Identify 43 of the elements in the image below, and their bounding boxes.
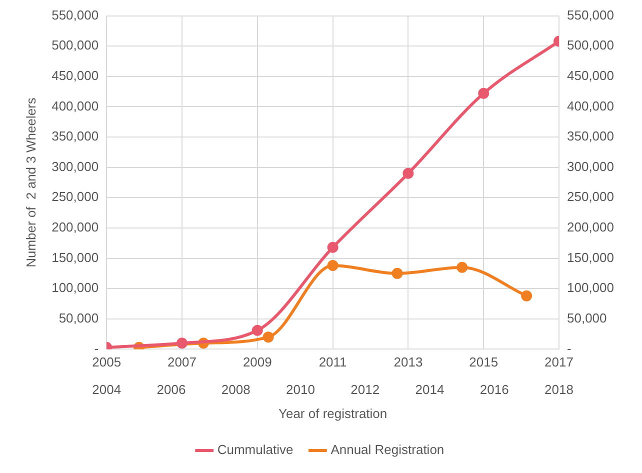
y-tick-label: - (94, 340, 99, 356)
y-tick-label: 450,000 (52, 68, 99, 83)
legend-label: Annual Registration (330, 442, 444, 458)
x2-tick-label: 2016 (480, 382, 509, 398)
y2-tick-label: 300,000 (567, 158, 614, 174)
y2-tick-label: 500,000 (567, 38, 614, 53)
x-tick-label: 2005 (92, 354, 122, 370)
y-tick-label: 300,000 (52, 158, 99, 174)
x2-tick-label: 2012 (350, 382, 380, 398)
y-tick-label: 500,000 (52, 38, 99, 53)
y2-tick-label: 400,000 (567, 98, 614, 114)
y2-tick-label: 450,000 (567, 68, 614, 83)
y2-tick-label: 250,000 (567, 189, 614, 204)
legend-label: Cummulative (217, 442, 294, 458)
x-tick-label: 2011 (318, 354, 347, 370)
x-tick-label: 2015 (469, 354, 498, 370)
x2-tick-label: 2014 (415, 382, 444, 398)
y-tick-label: 350,000 (52, 128, 99, 144)
x-tick-label: 2013 (394, 354, 423, 370)
x2-tick-label: 2018 (544, 382, 574, 398)
y2-tick-label: 100,000 (567, 280, 614, 296)
y-tick-label: 200,000 (52, 220, 99, 235)
y-tick-label: 150,000 (52, 250, 99, 265)
x2-tick-label: 2008 (221, 382, 250, 398)
y2-tick-label: - (567, 340, 572, 356)
y2-tick-label: 200,000 (567, 220, 614, 235)
x-tick-label: 2007 (168, 354, 196, 370)
y2-tick-label: 50,000 (567, 310, 607, 326)
y2-tick-label: 350,000 (567, 128, 614, 144)
x-tick-label: 2009 (242, 354, 272, 370)
x-axis-title: Year of registration (278, 406, 388, 421)
y-tick-label: 400,000 (52, 98, 99, 114)
y2-tick-label: 550,000 (567, 7, 614, 22)
y2-tick-label: 150,000 (567, 250, 614, 265)
y-tick-label: 50,000 (58, 310, 99, 326)
y-tick-label: 100,000 (52, 280, 99, 296)
y-tick-label: 550,000 (52, 7, 99, 22)
x-tick-label: 2017 (544, 354, 574, 370)
y-axis-title: Number of 2 and 3 Wheelers (23, 97, 38, 268)
y-tick-label: 250,000 (52, 189, 99, 204)
x2-tick-label: 2010 (286, 382, 315, 398)
x2-tick-label: 2004 (92, 382, 122, 398)
x2-tick-label: 2006 (156, 382, 186, 398)
